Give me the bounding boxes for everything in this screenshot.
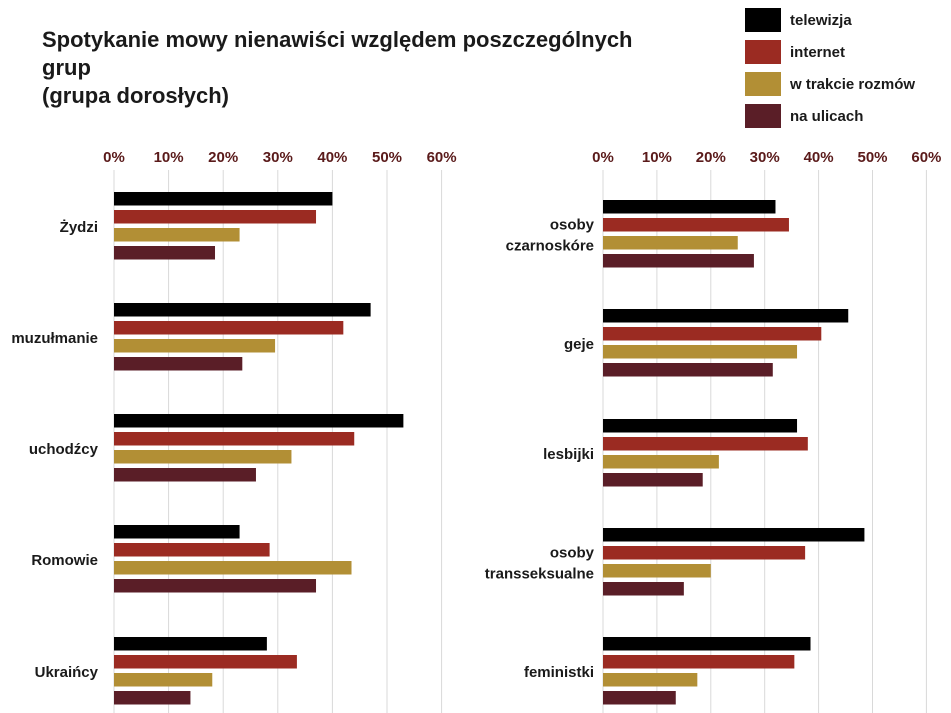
bar	[114, 339, 276, 353]
x-tick-label: 60%	[911, 149, 941, 166]
bar	[114, 228, 240, 242]
x-tick-label: 0%	[592, 149, 614, 166]
bar	[114, 691, 191, 705]
legend-label-w-trakcie-rozmow: w trakcie rozmów	[790, 75, 916, 93]
x-tick-label: 40%	[317, 149, 347, 166]
bar	[603, 455, 719, 469]
legend: telewizja internet w trakcie rozmów na u…	[745, 4, 915, 132]
bar	[114, 192, 333, 206]
category-label: czarnoskóre	[506, 237, 594, 254]
bar	[603, 691, 676, 705]
legend-label-na-ulicach: na ulicach	[790, 107, 864, 125]
bar	[114, 210, 317, 224]
bar	[114, 432, 355, 446]
category-label: geje	[564, 336, 594, 353]
bar	[603, 564, 711, 578]
x-tick-label: 20%	[696, 149, 726, 166]
bar	[114, 450, 292, 464]
legend-label-internet: internet	[790, 43, 846, 61]
x-tick-label: 10%	[154, 149, 184, 166]
legend-swatch-internet	[745, 40, 781, 64]
bar	[603, 200, 776, 214]
category-label: transseksualne	[485, 565, 594, 582]
bar	[603, 419, 798, 433]
bar	[603, 437, 808, 451]
bar	[114, 468, 256, 482]
bar	[603, 236, 738, 250]
bar	[603, 327, 822, 341]
legend-swatch-telewizja	[745, 8, 781, 32]
bar	[114, 303, 371, 317]
x-tick-label: 40%	[804, 149, 834, 166]
bar	[603, 254, 754, 268]
bar	[114, 543, 270, 557]
x-tick-label: 30%	[263, 149, 293, 166]
bar	[114, 561, 352, 575]
category-label: lesbijki	[543, 446, 594, 463]
chart-title: Spotykanie mowy nienawiści względem posz…	[42, 26, 642, 110]
category-label: osoby	[550, 544, 595, 561]
bar	[114, 637, 267, 651]
legend-item-internet: internet	[745, 36, 915, 68]
x-tick-label: 30%	[750, 149, 780, 166]
bar	[114, 673, 213, 687]
bar	[114, 321, 344, 335]
bar	[603, 546, 806, 560]
bar	[603, 528, 865, 542]
category-label: feministki	[524, 664, 594, 681]
category-label: Romowie	[31, 552, 98, 569]
bar	[603, 582, 684, 596]
category-label: osoby	[550, 216, 595, 233]
bar	[114, 357, 243, 371]
category-label: uchodźcy	[29, 441, 99, 458]
chart-title-line-1: Spotykanie mowy nienawiści względem posz…	[42, 27, 633, 80]
x-tick-label: 60%	[427, 149, 457, 166]
bar	[603, 673, 698, 687]
legend-swatch-w-trakcie-rozmow	[745, 72, 781, 96]
x-tick-label: 0%	[103, 149, 125, 166]
legend-item-w-trakcie-rozmow: w trakcie rozmów	[745, 68, 915, 100]
x-tick-label: 50%	[857, 149, 887, 166]
x-tick-label: 20%	[208, 149, 238, 166]
legend-label-telewizja: telewizja	[790, 11, 852, 29]
bar	[603, 473, 703, 487]
bar	[603, 637, 811, 651]
x-tick-label: 50%	[372, 149, 402, 166]
bar	[114, 579, 317, 593]
bar	[603, 363, 773, 377]
bar	[114, 655, 297, 669]
bar	[603, 309, 849, 323]
legend-item-telewizja: telewizja	[745, 4, 915, 36]
category-label: muzułmanie	[11, 330, 98, 347]
legend-swatch-na-ulicach	[745, 104, 781, 128]
bar	[114, 246, 216, 260]
bar	[603, 218, 789, 232]
bar	[114, 414, 404, 428]
chart-title-line-2: (grupa dorosłych)	[42, 83, 230, 108]
category-label: Żydzi	[60, 219, 98, 236]
x-tick-label: 10%	[642, 149, 672, 166]
bar	[603, 655, 795, 669]
bar	[603, 345, 798, 359]
bar	[114, 525, 240, 539]
legend-item-na-ulicach: na ulicach	[745, 100, 915, 132]
category-label: Ukraińcy	[35, 664, 99, 681]
